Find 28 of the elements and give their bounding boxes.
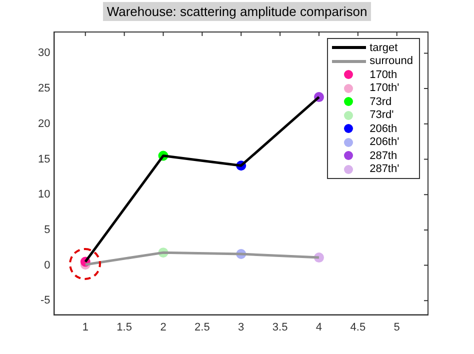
x-tick-label: 2 (160, 321, 166, 334)
legend-label: 287th (370, 150, 398, 162)
x-tick-label: 4 (316, 321, 322, 334)
x-tick-label: 2.5 (194, 321, 210, 334)
y-tick-label: 0 (44, 259, 50, 272)
legend-label: 206th' (370, 136, 400, 148)
legend-label: 73rd (370, 96, 392, 108)
y-tick-label: -5 (40, 294, 50, 307)
legend-label: surround (370, 55, 413, 68)
x-tick-label: 1 (82, 321, 88, 334)
chart-title: Warehouse: scattering amplitude comparison (102, 2, 372, 21)
legend-label: 170th (370, 68, 398, 81)
y-tick-label: 20 (38, 118, 50, 130)
y-tick-label: 25 (38, 82, 50, 95)
legend-label: 170th' (370, 82, 400, 94)
y-tick-label: 10 (38, 188, 50, 201)
x-tick-label: 3.5 (272, 321, 288, 334)
x-tick-label: 3 (238, 321, 244, 334)
legend-label: 206th (370, 122, 398, 135)
x-tick-label: 5 (394, 321, 400, 334)
y-tick-label: 30 (38, 47, 50, 60)
x-tick-label: 1.5 (116, 321, 132, 334)
legend-label: 73rd' (370, 109, 394, 122)
legend-label: target (370, 42, 398, 54)
x-tick-label: 4.5 (350, 321, 366, 334)
y-tick-label: 5 (44, 224, 50, 236)
y-tick-label: 15 (38, 153, 50, 166)
legend-label: 287th' (370, 163, 400, 176)
